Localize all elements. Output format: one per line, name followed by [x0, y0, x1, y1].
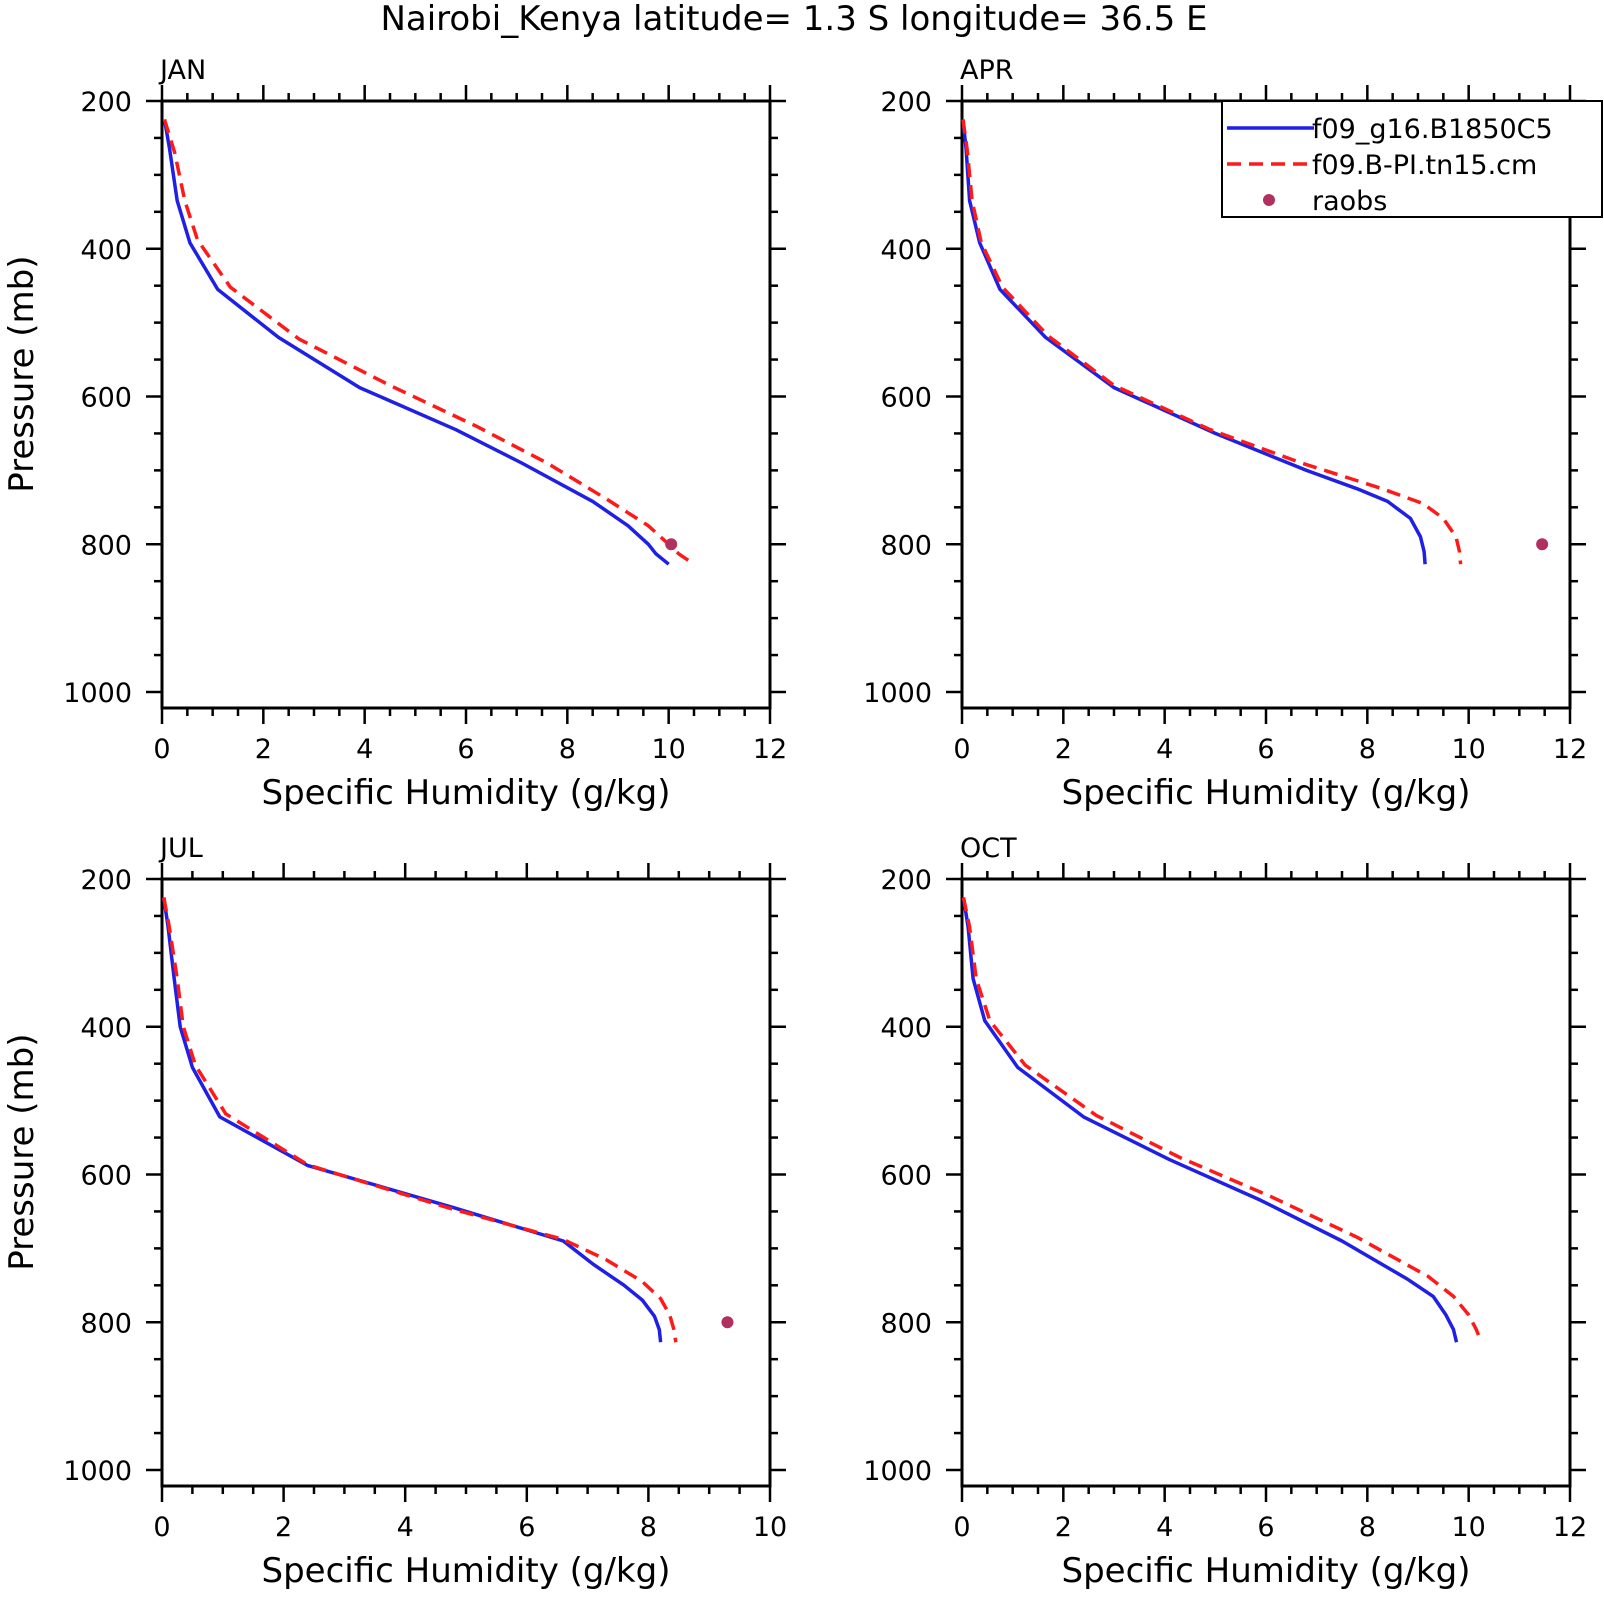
- panel-title: OCT: [960, 833, 1017, 864]
- legend-box: [1221, 100, 1603, 218]
- x-tick-label: 4: [1156, 1512, 1173, 1543]
- y-tick-label: 1000: [863, 1456, 932, 1487]
- x-tick-label: 0: [953, 1512, 970, 1543]
- series-line-solid: [162, 119, 670, 566]
- x-axis-label: Specific Humidity (g/kg): [262, 1551, 671, 1591]
- x-tick-label: 10: [753, 1512, 787, 1543]
- raobs-point: [665, 538, 678, 551]
- y-tick-label: 600: [880, 1161, 932, 1192]
- panel-jan: 200 400 600 800 1000 0 2 4 6 8 10 12 JAN Specific Hum…: [2, 55, 787, 813]
- x-tick-label: 6: [457, 734, 474, 765]
- x-tick-label: 6: [1257, 1512, 1274, 1543]
- x-tick-label: 12: [753, 734, 787, 765]
- series-line-solid: [162, 897, 663, 1343]
- x-tick-label: 4: [397, 1512, 414, 1543]
- y-tick-label: 1000: [63, 1456, 132, 1487]
- x-tick-label: 8: [640, 1512, 657, 1543]
- x-tick-label: 8: [1359, 734, 1376, 765]
- legend-label: f09.B-PI.tn15.cm: [1312, 150, 1537, 181]
- series-line-dashed: [162, 118, 695, 566]
- figure-title: Nairobi_Kenya latitude= 1.3 S longitude=…: [380, 0, 1207, 39]
- y-tick-label: 200: [880, 865, 932, 896]
- y-tick-label: 200: [80, 865, 132, 896]
- x-tick-label: 12: [1553, 734, 1587, 765]
- y-tick-label: 1000: [863, 678, 932, 709]
- y-axis-label: Pressure (mb): [2, 1034, 42, 1271]
- legend-label: raobs: [1312, 186, 1387, 217]
- plot-frame: [160, 877, 772, 1488]
- x-tick-label: 6: [518, 1512, 535, 1543]
- x-axis-label: Specific Humidity (g/kg): [262, 773, 671, 813]
- x-tick-label: 2: [255, 734, 272, 765]
- x-tick-label: 4: [1156, 734, 1173, 765]
- x-tick-label: 2: [1055, 734, 1072, 765]
- y-tick-label: 800: [80, 530, 132, 561]
- x-tick-label: 8: [559, 734, 576, 765]
- legend-marker-raobs: [1263, 194, 1275, 206]
- y-tick-label: 600: [880, 383, 932, 414]
- x-tick-label: 10: [1451, 1512, 1485, 1543]
- raobs-point: [721, 1316, 734, 1329]
- series-line-dashed: [961, 897, 1483, 1343]
- y-tick-label: 1000: [63, 678, 132, 709]
- series-line-dashed: [961, 119, 1463, 565]
- y-tick-label: 400: [880, 235, 932, 266]
- x-tick-label: 6: [1257, 734, 1274, 765]
- y-tick-label: 800: [80, 1308, 132, 1339]
- legend: f09_g16.B1850C5 f09.B-PI.tn15.cm raobs: [1221, 100, 1603, 218]
- x-tick-label: 4: [356, 734, 373, 765]
- y-tick-label: 800: [880, 530, 932, 561]
- x-tick-label: 8: [1359, 1512, 1376, 1543]
- series-line-dashed: [162, 897, 678, 1343]
- y-tick-label: 400: [880, 1013, 932, 1044]
- panel-title: JUL: [158, 833, 203, 864]
- series-line-solid: [961, 119, 1427, 565]
- x-tick-label: 2: [1055, 1512, 1072, 1543]
- panel-oct: 200 400 600 800 1000 0 2 4 6 8 10 12 OCT Specific Hum…: [863, 833, 1587, 1591]
- y-tick-label: 800: [880, 1308, 932, 1339]
- x-tick-label: 0: [153, 1512, 170, 1543]
- y-axis-label: Pressure (mb): [2, 256, 42, 493]
- x-tick-label: 0: [953, 734, 970, 765]
- raobs-point: [1536, 538, 1549, 551]
- panel-title: JAN: [158, 55, 206, 86]
- panel-title: APR: [960, 55, 1014, 86]
- x-tick-label: 10: [1451, 734, 1485, 765]
- x-axis-label: Specific Humidity (g/kg): [1062, 773, 1471, 813]
- x-tick-label: 2: [275, 1512, 292, 1543]
- y-tick-label: 200: [80, 87, 132, 118]
- x-tick-label: 0: [153, 734, 170, 765]
- x-tick-label: 12: [1553, 1512, 1587, 1543]
- y-tick-label: 400: [80, 1013, 132, 1044]
- panel-jul: 200 400 600 800 1000 0 2 4 6 8 10 JUL Specific Humid…: [2, 833, 787, 1591]
- panel-apr: 200 400 600 800 1000 0 2 4 6 8 10 12 APR Specific Hum…: [863, 55, 1587, 813]
- plot-frame: [960, 877, 1572, 1488]
- plot-frame: [160, 99, 772, 710]
- y-tick-label: 600: [80, 1161, 132, 1192]
- x-tick-label: 10: [651, 734, 685, 765]
- y-tick-label: 200: [880, 87, 932, 118]
- x-axis-label: Specific Humidity (g/kg): [1062, 1551, 1471, 1591]
- series-line-solid: [961, 897, 1459, 1343]
- legend-label: f09_g16.B1850C5: [1312, 114, 1553, 145]
- y-tick-label: 400: [80, 235, 132, 266]
- y-tick-label: 600: [80, 383, 132, 414]
